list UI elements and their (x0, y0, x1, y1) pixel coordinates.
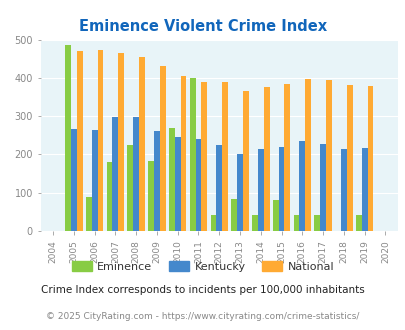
Bar (272, 200, 278, 231)
Bar (148, 161, 153, 231)
Bar (252, 215, 257, 231)
Legend: Eminence, Kentucky, National: Eminence, Kentucky, National (71, 261, 334, 272)
Bar (325, 80, 331, 231)
Bar (284, 84, 290, 231)
Bar (313, 215, 320, 231)
Bar (298, 141, 305, 231)
Bar (293, 215, 298, 231)
Bar (133, 117, 139, 231)
Bar (257, 149, 263, 231)
Bar (231, 199, 237, 231)
Bar (237, 154, 242, 231)
Bar (71, 129, 77, 231)
Text: Eminence Violent Crime Index: Eminence Violent Crime Index (79, 19, 326, 34)
Bar (127, 145, 133, 231)
Bar (112, 117, 118, 231)
Bar (346, 85, 352, 231)
Bar (65, 45, 71, 231)
Bar (118, 52, 124, 231)
Bar (355, 215, 361, 231)
Bar (189, 78, 195, 231)
Bar (160, 66, 165, 231)
Bar (77, 51, 82, 231)
Bar (195, 139, 201, 231)
Bar (367, 86, 373, 231)
Bar (201, 82, 207, 231)
Bar (107, 162, 112, 231)
Bar (175, 137, 180, 231)
Text: © 2025 CityRating.com - https://www.cityrating.com/crime-statistics/: © 2025 CityRating.com - https://www.city… (46, 312, 359, 321)
Bar (278, 147, 284, 231)
Bar (180, 76, 186, 231)
Bar (320, 144, 325, 231)
Bar (305, 79, 310, 231)
Bar (139, 57, 145, 231)
Bar (242, 90, 248, 231)
Bar (168, 128, 175, 231)
Text: Crime Index corresponds to incidents per 100,000 inhabitants: Crime Index corresponds to incidents per… (41, 285, 364, 295)
Bar (216, 145, 222, 231)
Bar (263, 87, 269, 231)
Bar (340, 149, 346, 231)
Bar (153, 131, 160, 231)
Bar (361, 148, 367, 231)
Bar (92, 130, 97, 231)
Bar (97, 50, 103, 231)
Bar (210, 215, 216, 231)
Bar (86, 197, 92, 231)
Bar (222, 82, 227, 231)
